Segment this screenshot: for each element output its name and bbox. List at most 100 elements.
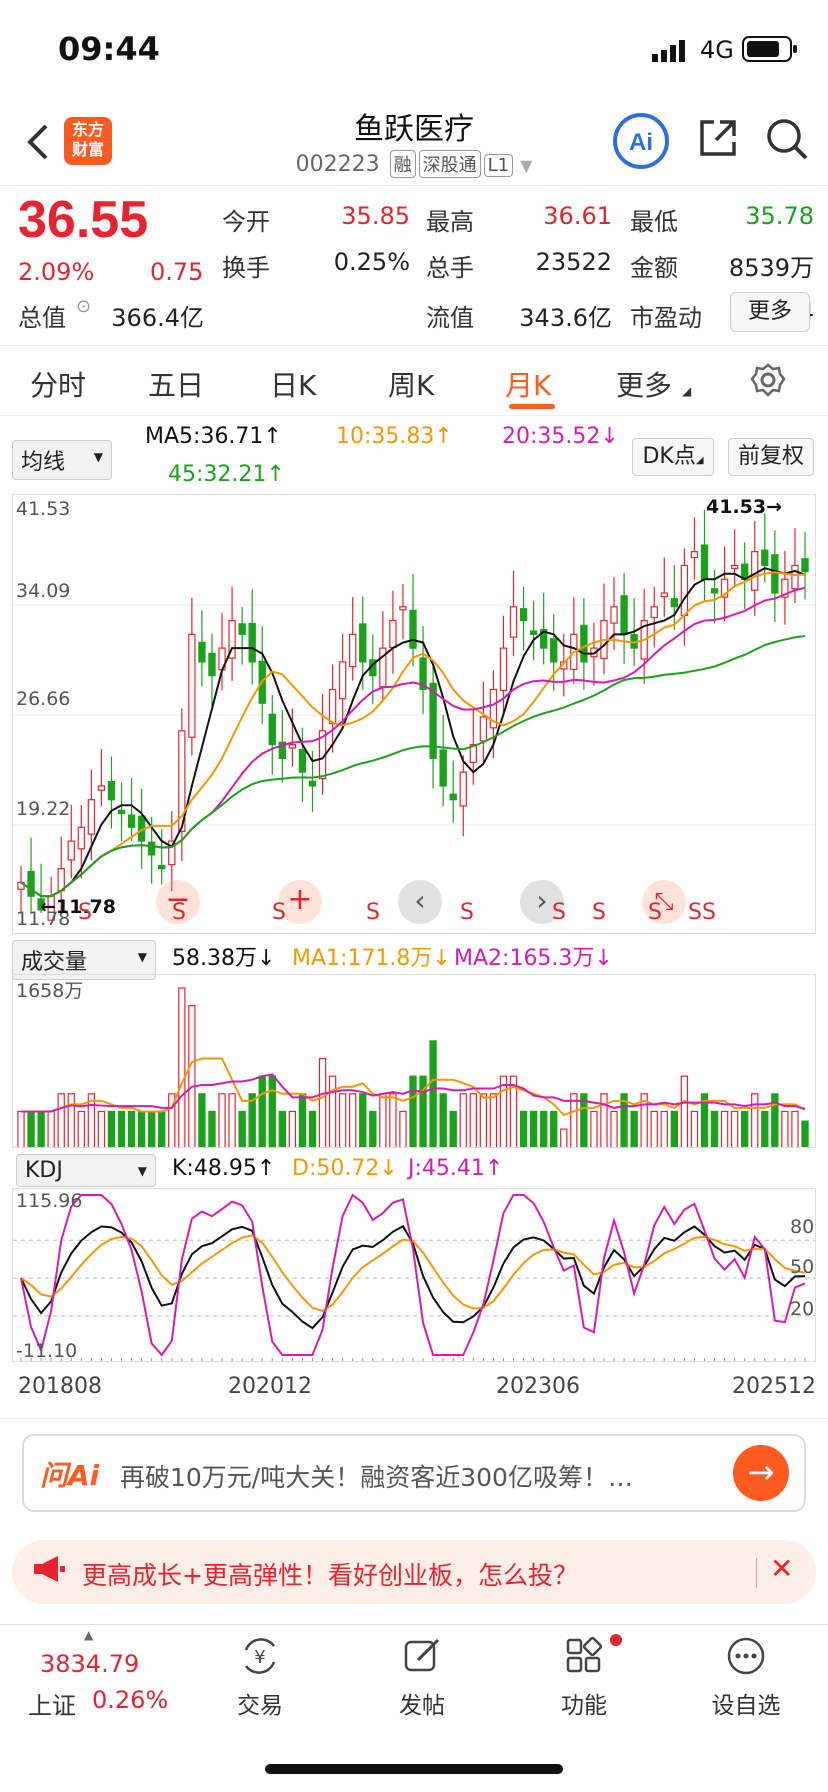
- candle-body: [107, 780, 116, 801]
- dk-point-button[interactable]: DK点◢: [632, 438, 714, 476]
- post-icon[interactable]: [362, 1636, 482, 1685]
- tab-more[interactable]: 更多: [616, 369, 673, 402]
- volume-bar: [147, 1110, 156, 1147]
- stock-name: 鱼跃医疗: [354, 112, 474, 147]
- stat-value: 8539万: [728, 254, 814, 282]
- tag-connect: 深股通: [418, 150, 481, 178]
- ask-ai-bar[interactable]: [22, 1434, 806, 1512]
- search-icon[interactable]: [764, 116, 810, 166]
- volume-bar: [610, 1110, 618, 1147]
- arrow-right-icon[interactable]: →: [733, 1445, 789, 1501]
- volume-bar: [459, 1093, 467, 1147]
- tag-level: L1: [483, 154, 514, 177]
- volume-bar: [781, 1110, 789, 1147]
- tag-margin: 融: [389, 150, 416, 178]
- candle-body: [268, 713, 276, 746]
- back-icon[interactable]: [24, 122, 52, 166]
- info-icon[interactable]: ⊙: [76, 296, 92, 317]
- candle-body: [178, 730, 186, 832]
- kdj-level-50: 50: [790, 1256, 815, 1278]
- volume-select[interactable]: 成交量 ▼: [12, 940, 156, 980]
- candle-body: [660, 592, 668, 598]
- candle-body: [67, 840, 75, 861]
- volume-bar: [238, 1110, 246, 1147]
- stat-label: 最高: [426, 208, 474, 236]
- app-logo[interactable]: 东方财富: [64, 117, 112, 165]
- kdj-select[interactable]: KDJ ▼: [16, 1154, 156, 1187]
- candle-body: [781, 578, 789, 598]
- index-value[interactable]: 3834.79: [40, 1650, 140, 1678]
- candle-body: [499, 647, 508, 691]
- svg-text:Ai: Ai: [629, 129, 653, 156]
- index-pct[interactable]: 0.26%: [92, 1686, 169, 1714]
- volume-bar: [77, 1110, 85, 1147]
- volume-bar: [298, 1093, 307, 1147]
- volume-bar: [529, 1110, 538, 1147]
- indicator-select[interactable]: 均线 ▼: [12, 440, 112, 480]
- volume-bar: [338, 1093, 347, 1147]
- ma10-line: [20, 571, 806, 898]
- settings-icon[interactable]: [750, 362, 786, 402]
- price-axis: 41.53 34.09 26.66 19.22 11.78: [16, 498, 76, 930]
- divider: [756, 1558, 757, 1588]
- volume-chart[interactable]: [12, 974, 816, 1148]
- prev-icon[interactable]: ‹: [398, 880, 442, 924]
- kdj-chart[interactable]: [12, 1188, 816, 1362]
- promo-banner[interactable]: [12, 1540, 816, 1604]
- volume-bar: [499, 1075, 508, 1147]
- volume-bar: [680, 1075, 689, 1147]
- tab-five-day[interactable]: 五日: [148, 369, 205, 402]
- candle-body: [278, 741, 287, 759]
- adjust-button[interactable]: 前复权: [728, 438, 814, 476]
- notification-dot: [610, 1634, 622, 1646]
- candle-body: [720, 578, 729, 598]
- volume-bar: [208, 1110, 216, 1147]
- nav-functions[interactable]: 功能: [561, 1693, 607, 1719]
- nav-watchlist[interactable]: 设自选: [711, 1693, 781, 1719]
- next-icon[interactable]: ›: [520, 880, 564, 924]
- candle-body: [680, 564, 689, 616]
- stat-label: 流值: [426, 304, 474, 332]
- tab-intraday[interactable]: 分时: [30, 369, 87, 402]
- fullscreen-icon[interactable]: ⤡: [642, 880, 686, 924]
- index-name[interactable]: 上证: [28, 1692, 76, 1720]
- candlestick-chart[interactable]: [12, 494, 816, 934]
- candle-body: [389, 619, 397, 648]
- grid-icon[interactable]: [524, 1636, 644, 1685]
- exchange-icon[interactable]: ¥: [200, 1636, 320, 1685]
- candle-body: [791, 564, 799, 590]
- candle-body: [610, 606, 618, 624]
- volume-bar: [710, 1110, 719, 1147]
- zoom-in-icon[interactable]: +: [278, 880, 322, 924]
- volume-bar: [730, 1110, 739, 1147]
- candle-body: [248, 622, 256, 663]
- candle-body: [37, 898, 45, 911]
- caret-down-icon[interactable]: ▼: [520, 156, 533, 175]
- status-time: 09:44: [58, 30, 160, 68]
- volume-bar: [127, 1110, 136, 1147]
- ask-ai-text[interactable]: 再破10万元/吨大关！融资客近300亿吸筹！…: [120, 1463, 633, 1492]
- volume-bar: [751, 1093, 759, 1147]
- tab-weekly-k[interactable]: 周K: [388, 369, 435, 402]
- ai-icon[interactable]: Ai: [612, 112, 670, 174]
- promo-text[interactable]: 更高成长+更高弹性！看好创业板，怎么投？: [82, 1561, 578, 1590]
- ma20-value: 20:35.52↓: [502, 424, 619, 449]
- volume-bar: [650, 1110, 658, 1147]
- volume-bar: [57, 1093, 65, 1147]
- more-circle-icon[interactable]: [686, 1636, 806, 1685]
- x-label-3: 202512: [732, 1374, 816, 1399]
- more-stats-button[interactable]: 更多: [730, 292, 810, 332]
- tab-monthly-k[interactable]: 月K: [505, 369, 552, 402]
- close-icon[interactable]: ✕: [770, 1552, 794, 1585]
- tab-daily-k[interactable]: 日K: [270, 369, 317, 402]
- nav-post[interactable]: 发帖: [399, 1693, 445, 1719]
- volume-bar: [690, 1110, 699, 1147]
- nav-trade[interactable]: 交易: [237, 1693, 283, 1719]
- candle-body: [238, 623, 246, 635]
- candle-body: [399, 606, 407, 611]
- volume-bar: [278, 1110, 287, 1147]
- volume-bar: [479, 1093, 488, 1147]
- kdj-k-line: [20, 1224, 806, 1330]
- zoom-out-icon[interactable]: −: [156, 880, 200, 924]
- share-icon[interactable]: [696, 116, 740, 164]
